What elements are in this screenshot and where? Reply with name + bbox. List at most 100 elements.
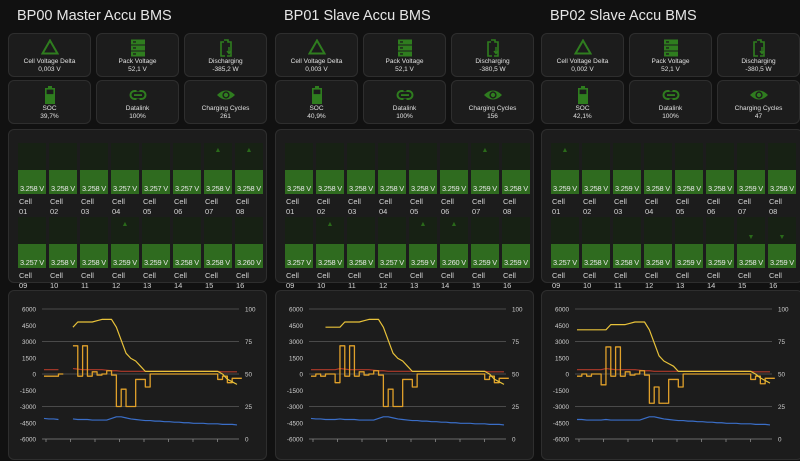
- series-line-voltage: [577, 416, 771, 426]
- cell-number: 08: [503, 207, 512, 216]
- cell-gauge-track: [316, 143, 344, 170]
- cell-gauge-track: [644, 217, 672, 244]
- stat-card-cell-voltage-delta[interactable]: Cell Voltage Delta 0,003 V: [8, 33, 91, 77]
- stat-card-soc[interactable]: SOC 39,7%: [8, 80, 91, 124]
- cell-gauge-track: [409, 143, 437, 170]
- cell-gauge-track: [204, 217, 232, 244]
- stat-card-discharging[interactable]: Discharging -385,2 W: [184, 33, 267, 77]
- cell-label: Cell: [552, 197, 565, 206]
- cell-number: 10: [50, 281, 59, 290]
- stat-card-pack-voltage[interactable]: Pack Voltage 52,1 V: [629, 33, 712, 77]
- cell-gauge-track: [551, 143, 579, 170]
- cell-number: 12: [379, 281, 388, 290]
- stat-value: 100%: [396, 113, 413, 120]
- cell-label: Cell: [676, 197, 689, 206]
- cell-gauge-fill: [675, 244, 703, 268]
- cell-gauge-fill: [737, 170, 765, 194]
- battery-icon: [9, 86, 90, 104]
- cell-voltage-value: 3.257 V: [174, 184, 200, 193]
- left-axis-tick-label: 4500: [22, 323, 37, 330]
- cell-label: Cell: [410, 197, 423, 206]
- cell-label: Cell: [769, 197, 782, 206]
- cell-label: Cell: [769, 271, 782, 280]
- cell-gauge-fill: [111, 170, 139, 194]
- stat-label: Cell Voltage Delta: [23, 58, 76, 65]
- cell-gauge-track: [111, 143, 139, 170]
- cell-voltage-value: 3.259 V: [143, 258, 169, 267]
- stat-value: 52,1 V: [128, 66, 147, 73]
- trend-up-icon: ▲: [419, 221, 427, 228]
- stat-value: 52,1 V: [395, 66, 414, 73]
- stat-card-datalink[interactable]: Datalink 100%: [629, 80, 712, 124]
- cell-gauge-fill: [471, 170, 499, 194]
- stat-card-cell-voltage-delta[interactable]: Cell Voltage Delta 0,002 V: [541, 33, 624, 77]
- right-axis-tick-label: 75: [778, 339, 786, 346]
- cell-voltage-value: 3.257 V: [379, 258, 405, 267]
- cell-label: Cell: [205, 271, 218, 280]
- left-axis-tick-label: 1500: [22, 355, 37, 362]
- trend-up-icon: ▲: [561, 147, 569, 154]
- stat-card-soc[interactable]: SOC 42,1%: [541, 80, 624, 124]
- history-chart: 6000 4500 3000 1500 0 -1500 -3000 -4500 -6000 100…: [553, 307, 789, 444]
- cell-gauge-fill: [142, 170, 170, 194]
- cell-label: Cell: [707, 271, 720, 280]
- stat-value: -385,2 W: [212, 66, 239, 73]
- cell-voltage-value: 3.258 V: [645, 184, 671, 193]
- cell-gauge-track: [142, 217, 170, 244]
- cell-voltage-value: 3.258 V: [676, 184, 702, 193]
- cell-gauge-fill: [471, 244, 499, 268]
- cell-gauge-fill: [409, 170, 437, 194]
- cell-number: 16: [236, 281, 245, 290]
- stat-card-cell-voltage-delta[interactable]: Cell Voltage Delta 0,003 V: [275, 33, 358, 77]
- series-line-soc: [72, 318, 238, 385]
- stat-label: Cell Voltage Delta: [556, 58, 609, 65]
- stat-card-datalink[interactable]: Datalink 100%: [363, 80, 446, 124]
- history-chart: 6000 4500 3000 1500 0 -1500 -3000 -4500 -6000 100…: [287, 307, 523, 444]
- trend-down-icon: ▼: [747, 234, 755, 241]
- stat-card-discharging[interactable]: Discharging -380,5 W: [451, 33, 534, 77]
- stat-value: 52,1 V: [661, 66, 680, 73]
- cell-number: 09: [19, 281, 28, 290]
- battery-discharging-icon: [452, 39, 533, 57]
- stat-card-soc[interactable]: SOC 40,9%: [275, 80, 358, 124]
- cell-voltage-value: 3.257 V: [112, 184, 138, 193]
- cell-label: Cell: [441, 271, 454, 280]
- stat-value: 40,9%: [307, 113, 326, 120]
- stat-card-charging-cycles[interactable]: Charging Cycles 47: [717, 80, 800, 124]
- cell-gauge-track: [235, 143, 263, 170]
- cell-number: 14: [441, 281, 450, 290]
- stat-card-datalink[interactable]: Datalink 100%: [96, 80, 179, 124]
- left-axis-tick-label: -4500: [20, 420, 37, 427]
- cell-voltage-value: 3.259 V: [112, 258, 138, 267]
- cell-voltage-value: 3.257 V: [552, 258, 578, 267]
- cell-gauge-fill: [204, 244, 232, 268]
- cell-gauge-track: [347, 217, 375, 244]
- left-axis-tick-label: 6000: [22, 307, 37, 314]
- stat-label: SOC: [42, 105, 57, 112]
- cell-gauge-track: [706, 143, 734, 170]
- cell-gauge-fill: [111, 244, 139, 268]
- cell-gauge-fill: [582, 170, 610, 194]
- stat-card-charging-cycles[interactable]: Charging Cycles 156: [451, 80, 534, 124]
- stat-label: Pack Voltage: [385, 58, 424, 65]
- cell-voltage-value: 3.260 V: [441, 258, 467, 267]
- cell-gauge-fill: [49, 170, 77, 194]
- cell-gauge-track: [613, 143, 641, 170]
- stat-card-pack-voltage[interactable]: Pack Voltage 52,1 V: [363, 33, 446, 77]
- series-line-power: [44, 345, 242, 408]
- left-axis-tick-label: -3000: [553, 404, 570, 411]
- stat-card-charging-cycles[interactable]: Charging Cycles 261: [184, 80, 267, 124]
- stat-label: Cell Voltage Delta: [290, 58, 343, 65]
- stat-card-discharging[interactable]: Discharging -380,5 W: [717, 33, 800, 77]
- cell-number: 15: [205, 281, 214, 290]
- cell-label: Cell: [236, 197, 249, 206]
- right-axis-tick-label: 50: [512, 372, 520, 379]
- cell-number: 02: [317, 207, 326, 216]
- stat-card-pack-voltage[interactable]: Pack Voltage 52,1 V: [96, 33, 179, 77]
- cell-number: 04: [645, 207, 654, 216]
- cell-gauge-track: [706, 217, 734, 244]
- cell-label: Cell: [614, 271, 627, 280]
- cell-label: Cell: [583, 271, 596, 280]
- cell-label: Cell: [348, 197, 361, 206]
- series-line-voltage: [310, 416, 505, 426]
